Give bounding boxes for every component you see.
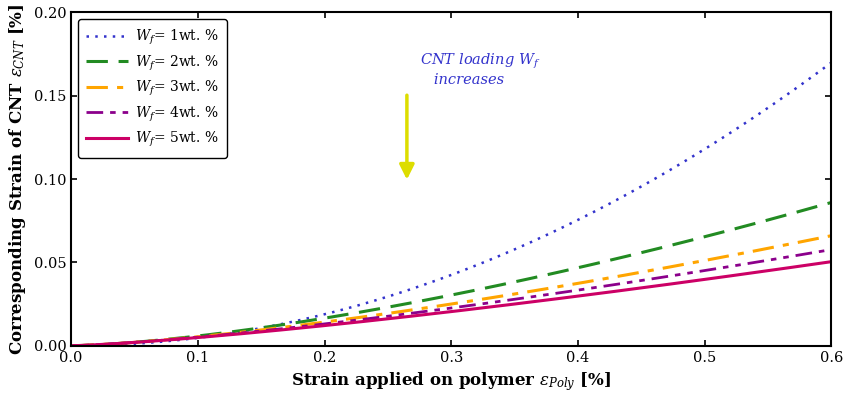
$W_f$= 5wt. % <box>826 259 836 264</box>
$W_f$= 4wt. % <box>67 343 77 348</box>
Text: CNT loading $W_f$
   increases: CNT loading $W_f$ increases <box>420 52 540 88</box>
$W_f$= 2wt. % <box>665 243 675 248</box>
$W_f$= 3wt. % <box>804 238 814 242</box>
$W_f$= 4wt. % <box>804 251 814 256</box>
$W_f$= 4wt. % <box>665 274 675 278</box>
Y-axis label: Corresponding Strain of CNT $\varepsilon_{CNT}$ [%]: Corresponding Strain of CNT $\varepsilon… <box>7 3 28 355</box>
$W_f$= 5wt. % <box>804 262 814 267</box>
$W_f$= 3wt. % <box>436 303 446 308</box>
Line: $W_f$= 2wt. %: $W_f$= 2wt. % <box>72 202 831 346</box>
$W_f$= 4wt. % <box>826 247 836 252</box>
X-axis label: Strain applied on polymer $\varepsilon_{Poly}$ [%]: Strain applied on polymer $\varepsilon_{… <box>292 370 611 393</box>
$W_f$= 1wt. % <box>436 276 446 281</box>
$W_f$= 4wt. % <box>416 310 427 314</box>
$W_f$= 5wt. % <box>67 343 77 348</box>
Line: $W_f$= 3wt. %: $W_f$= 3wt. % <box>72 236 831 346</box>
$W_f$= 3wt. % <box>826 233 836 238</box>
$W_f$= 1wt. % <box>416 283 427 288</box>
Line: $W_f$= 4wt. %: $W_f$= 4wt. % <box>72 250 831 346</box>
Line: $W_f$= 1wt. %: $W_f$= 1wt. % <box>72 62 831 346</box>
$W_f$= 5wt. % <box>804 262 814 267</box>
$W_f$= 3wt. % <box>416 306 427 311</box>
$W_f$= 2wt. % <box>804 206 814 211</box>
$W_f$= 1wt. % <box>804 76 814 81</box>
Line: $W_f$= 5wt. %: $W_f$= 5wt. % <box>72 262 831 346</box>
$W_f$= 4wt. % <box>436 307 446 312</box>
$W_f$= 2wt. % <box>826 200 836 205</box>
$W_f$= 5wt. % <box>665 282 675 286</box>
$W_f$= 2wt. % <box>416 298 427 303</box>
$W_f$= 1wt. % <box>665 168 675 172</box>
$W_f$= 1wt. % <box>826 60 836 65</box>
$W_f$= 1wt. % <box>106 342 116 347</box>
$W_f$= 2wt. % <box>436 295 446 300</box>
$W_f$= 5wt. % <box>416 313 427 318</box>
$W_f$= 1wt. % <box>804 77 814 82</box>
$W_f$= 3wt. % <box>804 238 814 243</box>
$W_f$= 1wt. % <box>67 343 77 348</box>
$W_f$= 3wt. % <box>665 264 675 269</box>
$W_f$= 2wt. % <box>67 343 77 348</box>
$W_f$= 5wt. % <box>106 342 116 346</box>
$W_f$= 4wt. % <box>804 251 814 256</box>
$W_f$= 3wt. % <box>106 342 116 346</box>
$W_f$= 3wt. % <box>67 343 77 348</box>
$W_f$= 2wt. % <box>106 342 116 346</box>
Legend: $W_f$= 1wt. %, $W_f$= 2wt. %, $W_f$= 3wt. %, $W_f$= 4wt. %, $W_f$= 5wt. %: $W_f$= 1wt. %, $W_f$= 2wt. %, $W_f$= 3wt… <box>78 19 227 158</box>
$W_f$= 5wt. % <box>436 310 446 315</box>
$W_f$= 2wt. % <box>804 206 814 211</box>
$W_f$= 4wt. % <box>106 342 116 346</box>
